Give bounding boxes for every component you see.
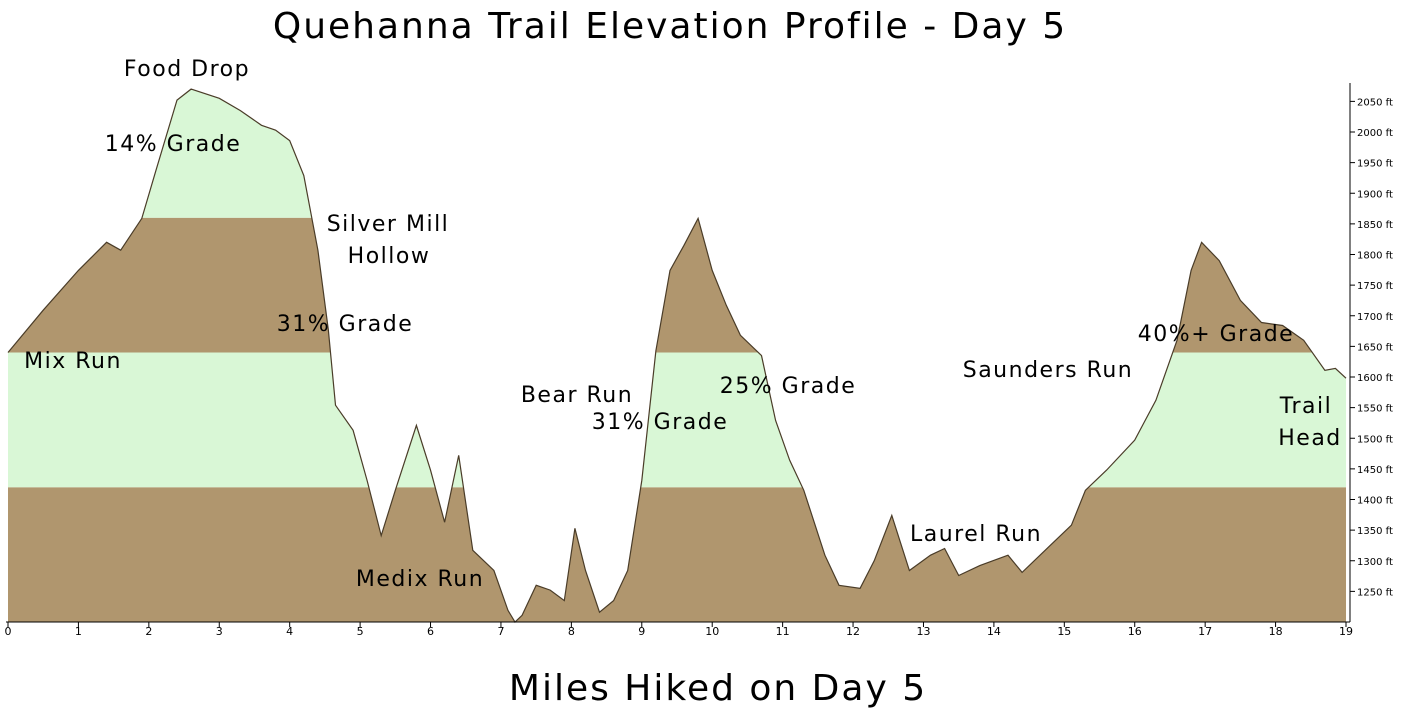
y-tick-label: 1450 ft — [1357, 465, 1393, 476]
y-tick-label: 1350 ft — [1357, 526, 1393, 537]
x-tick-label: 15 — [1057, 625, 1071, 638]
y-tick-label: 1800 ft — [1357, 251, 1393, 262]
y-tick-label: 1700 ft — [1357, 312, 1393, 323]
bands — [8, 89, 1346, 622]
y-tick-label: 2050 ft — [1357, 97, 1393, 108]
x-tick-label: 12 — [846, 625, 860, 638]
y-tick-label: 1650 ft — [1357, 342, 1393, 353]
annotation: Saunders Run — [963, 358, 1134, 383]
annotation: 14% Grade — [105, 132, 241, 157]
x-tick-label: 17 — [1198, 625, 1212, 638]
annotation: Silver Mill — [327, 212, 450, 237]
x-tick-label: 1 — [75, 625, 82, 638]
annotation: Laurel Run — [910, 522, 1042, 547]
annotation: 25% Grade — [720, 374, 856, 399]
x-axis-title: Miles Hiked on Day 5 — [509, 668, 927, 709]
x-tick-label: 0 — [5, 625, 12, 638]
annotation: Mix Run — [24, 349, 122, 374]
y-tick-label: 1950 ft — [1357, 159, 1393, 170]
elevation-band — [8, 487, 1346, 622]
annotation: Trail — [1279, 394, 1332, 419]
y-tick-label: 1600 ft — [1357, 373, 1393, 384]
y-tick-label: 1400 ft — [1357, 496, 1393, 507]
x-tick-label: 9 — [638, 625, 645, 638]
y-tick-label: 2000 ft — [1357, 128, 1393, 139]
chart-title: Quehanna Trail Elevation Profile - Day 5 — [273, 6, 1067, 47]
x-tick-label: 2 — [145, 625, 152, 638]
y-tick-label: 1500 ft — [1357, 434, 1393, 445]
annotation: Medix Run — [356, 567, 484, 592]
y-tick-label: 1300 ft — [1357, 557, 1393, 568]
x-tick-label: 14 — [987, 625, 1001, 638]
x-tick-label: 7 — [497, 625, 504, 638]
x-tick-label: 6 — [427, 625, 434, 638]
x-tick-label: 13 — [916, 625, 930, 638]
annotation: 31% Grade — [277, 312, 413, 337]
y-tick-label: 1550 ft — [1357, 404, 1393, 415]
annotation: Head — [1278, 426, 1342, 451]
x-tick-label: 3 — [216, 625, 223, 638]
x-tick-label: 4 — [286, 625, 293, 638]
y-tick-label: 1750 ft — [1357, 281, 1393, 292]
annotation: 40%+ Grade — [1138, 322, 1294, 347]
y-tick-label: 1900 ft — [1357, 189, 1393, 200]
x-tick-label: 11 — [776, 625, 790, 638]
annotation: Food Drop — [124, 57, 250, 82]
x-tick-label: 8 — [568, 625, 575, 638]
x-tick-label: 19 — [1339, 625, 1353, 638]
y-tick-label: 1250 ft — [1357, 587, 1393, 598]
y-tick-label: 1850 ft — [1357, 220, 1393, 231]
x-tick-label: 10 — [705, 625, 719, 638]
x-tick-label: 5 — [357, 625, 364, 638]
elevation-profile — [7, 88, 1347, 623]
annotation: 31% Grade — [592, 410, 728, 435]
annotation: Hollow — [348, 244, 431, 269]
x-tick-label: 18 — [1269, 625, 1283, 638]
x-tick-label: 16 — [1128, 625, 1142, 638]
annotation: Bear Run — [521, 383, 633, 408]
